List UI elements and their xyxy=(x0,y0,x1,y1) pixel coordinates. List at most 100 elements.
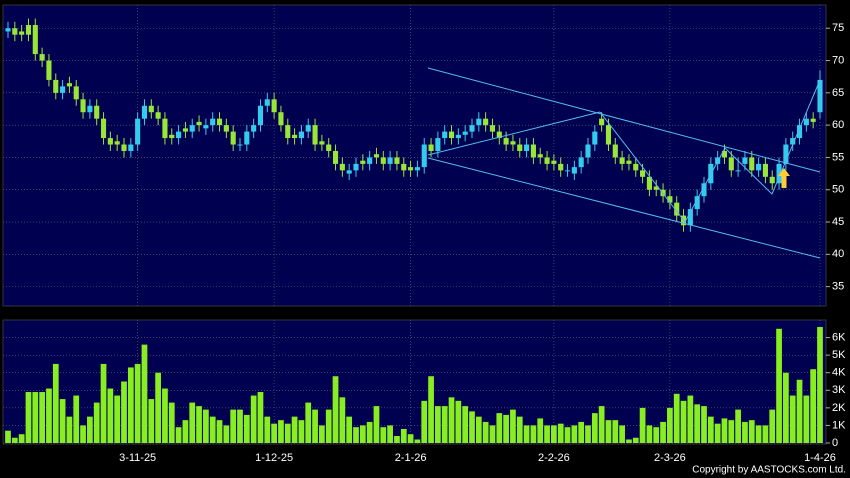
y-tick-label: 5K xyxy=(832,349,846,361)
candle-body xyxy=(544,157,550,164)
candle-body xyxy=(107,138,113,145)
volume-bar xyxy=(93,402,100,443)
candle-body xyxy=(319,141,325,145)
volume-bar xyxy=(530,425,537,443)
volume-bar xyxy=(414,439,421,443)
y-tick-label: 4K xyxy=(832,367,846,379)
candle-body xyxy=(687,209,693,226)
candle-body xyxy=(408,167,414,171)
volume-bar xyxy=(489,425,496,443)
volume-bar xyxy=(107,388,114,443)
candle-body xyxy=(353,163,359,171)
volume-bar xyxy=(796,379,803,443)
candle-body xyxy=(776,163,782,184)
x-tick-label: 2-1-26 xyxy=(395,452,427,464)
volume-bar xyxy=(359,425,366,443)
candle-body xyxy=(667,196,673,203)
candle-body xyxy=(401,163,407,171)
credit: Copyright by AASTOCKS.com Ltd. xyxy=(692,465,846,476)
volume-bar xyxy=(216,420,223,443)
volume-bar xyxy=(237,409,243,443)
candle-body xyxy=(46,60,52,80)
volume-bar xyxy=(714,423,721,443)
candle-body xyxy=(796,125,803,139)
volume-bar xyxy=(66,416,73,443)
volume-bar xyxy=(742,421,748,443)
candle-body xyxy=(292,134,298,139)
volume-bar xyxy=(632,437,639,443)
candle-body xyxy=(694,196,700,210)
candle-body xyxy=(571,167,577,174)
candle-body xyxy=(257,105,264,126)
candle-body xyxy=(80,99,86,113)
volume-bar xyxy=(114,395,121,443)
candle-body xyxy=(462,131,468,135)
volume-bar xyxy=(339,397,346,443)
volume-bar xyxy=(421,400,428,443)
volume-bar xyxy=(39,392,45,443)
y-tick-label: 40 xyxy=(832,248,844,260)
volume-bar xyxy=(735,409,741,443)
marks: 35 40 45 50 55 60 65 70 75 0 1K 2K 3K 4K 5K 6K 3-11-25 1-… xyxy=(3,5,846,464)
x-tick-label: 2-3-26 xyxy=(654,452,686,464)
candle-body xyxy=(674,202,680,216)
volume-bar xyxy=(694,404,701,443)
y-tick-label: 75 xyxy=(832,22,844,34)
candle-body xyxy=(803,118,809,126)
volume-bar xyxy=(134,363,141,443)
volume-bar xyxy=(673,393,680,443)
y-tick-label: 0 xyxy=(832,437,838,449)
volume-bar xyxy=(557,423,564,443)
candle-body xyxy=(182,128,188,132)
volume-bar xyxy=(653,427,660,443)
volume-bar xyxy=(435,406,441,443)
candle-body xyxy=(817,79,823,113)
candle-body xyxy=(73,86,79,100)
x-tick-label: 2-2-26 xyxy=(538,452,570,464)
candle-body xyxy=(524,144,530,151)
candle-body xyxy=(210,118,216,126)
volume-bar xyxy=(25,392,32,443)
candle-body xyxy=(742,157,748,164)
volume-bar xyxy=(762,425,769,443)
volume-bar xyxy=(121,381,127,443)
candle-body xyxy=(237,144,243,146)
candle-body xyxy=(558,163,564,171)
candle-body xyxy=(53,79,59,93)
volume-bar xyxy=(591,413,598,443)
volume-bar xyxy=(346,416,353,443)
volume-bar xyxy=(448,397,455,443)
candle-body xyxy=(599,118,605,126)
price-panel xyxy=(2,4,827,307)
candle-body xyxy=(380,157,386,164)
candle-body xyxy=(633,163,639,171)
candle-body xyxy=(244,131,250,145)
candle-body xyxy=(155,112,161,119)
volume-bar xyxy=(257,392,264,443)
volume-bar xyxy=(619,425,625,443)
y-tick-label: 3K xyxy=(832,384,846,396)
candle-body xyxy=(701,183,707,197)
volume-bar xyxy=(701,406,707,443)
volume-bar xyxy=(510,409,516,443)
candle-body xyxy=(39,54,45,61)
volume-bar xyxy=(721,418,728,443)
volume-bar xyxy=(73,395,80,443)
y-tick-label: 45 xyxy=(832,216,844,228)
candle-body xyxy=(640,170,646,177)
candle-body xyxy=(100,118,107,139)
volume-bar xyxy=(387,425,393,443)
candle-body xyxy=(169,134,175,139)
volume-bar xyxy=(52,363,59,443)
x-tick-label: 1-12-25 xyxy=(255,452,293,464)
candle-body xyxy=(25,25,32,35)
volume-bar xyxy=(469,411,475,443)
candle-body xyxy=(135,118,141,145)
candle-body xyxy=(442,131,448,139)
volume-bar xyxy=(46,388,52,443)
candle-body xyxy=(312,125,318,145)
volume-bar xyxy=(298,420,305,443)
candle-body xyxy=(148,105,154,113)
candle-body xyxy=(483,118,489,126)
